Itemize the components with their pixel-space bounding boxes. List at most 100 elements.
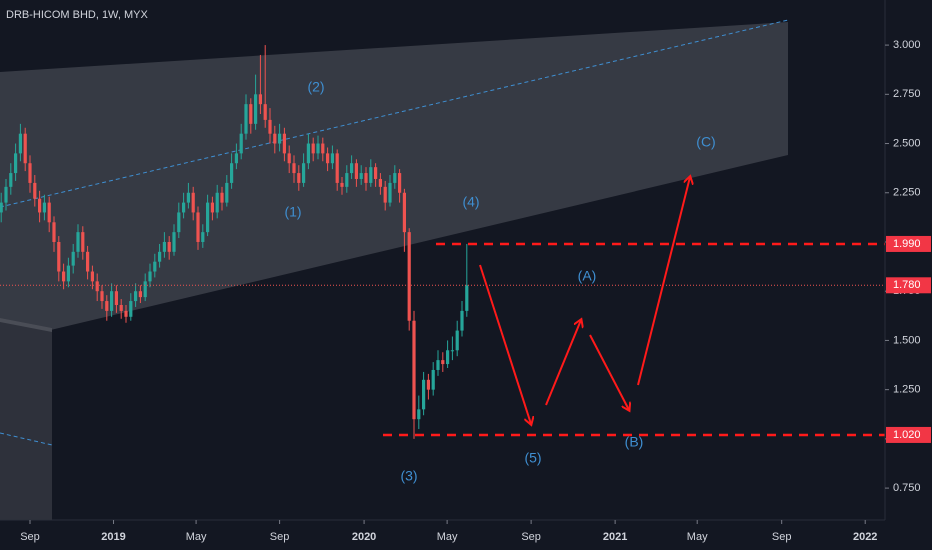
candle-body [354,163,358,179]
candle-body [105,301,109,311]
candle-body [28,163,32,183]
price-box-label: 1.780 [893,279,921,291]
x-tick-label: Sep [20,531,40,543]
candle-body [364,173,368,183]
candle-body [23,133,27,164]
wave-label: (A) [578,268,597,284]
x-tick-label: Sep [772,531,792,543]
candle-body [345,173,349,187]
channel-midline-lower [0,432,53,446]
candle-body [134,291,138,302]
candle-body [206,202,210,233]
arrow [479,264,531,424]
candle-body [412,320,416,420]
arrow [589,334,629,410]
y-tick-label: 2.500 [893,137,921,149]
x-tick-label: Sep [270,531,290,543]
candle-body [426,379,430,390]
candle-body [359,173,363,179]
candle-body [177,212,181,233]
candle-body [143,281,147,298]
price-box-label: 1.020 [893,429,921,441]
wave-label: (3) [400,468,417,484]
candle-body [436,360,440,370]
candle-body [258,94,262,105]
candle-body [129,301,133,317]
channel-midline [0,19,789,208]
candle-body [278,133,282,144]
axes: 0.7501.0001.2501.5001.7502.0002.2502.500… [20,39,931,543]
y-tick-label: 1.500 [893,334,921,346]
candle-body [268,119,272,134]
arrows [479,177,690,424]
channel-edge [0,318,52,332]
y-tick-label: 0.750 [893,482,921,494]
candle-body [369,167,373,183]
candle-body [230,163,234,183]
x-tick-label: May [687,531,708,543]
y-tick-label: 2.750 [893,88,921,100]
candle-body [95,281,99,292]
candle-body [239,133,243,154]
candle-body [249,104,253,124]
candle-body [148,271,152,282]
y-tick-label: 1.250 [893,384,921,396]
candle-body [455,330,459,351]
candle-body [215,192,219,213]
candle-body [441,360,445,365]
wave-label: (2) [307,79,324,95]
candle-body [210,202,214,213]
candle-body [158,251,162,262]
x-tick-label: 2019 [101,531,125,543]
candle-body [71,251,75,266]
candle-body [110,291,114,311]
x-tick-label: 2020 [352,531,376,543]
plot [0,45,885,439]
candle-body [90,271,94,282]
arrow [545,320,581,406]
candle-body [234,153,238,164]
wave-label: (C) [696,134,715,150]
candle-body [186,192,190,203]
candle-body [460,310,464,331]
x-tick-label: 2022 [853,531,877,543]
x-tick-label: May [186,531,207,543]
candle-body [431,369,435,390]
arrow [637,177,690,386]
candle-body [302,163,306,183]
candle-body [326,153,330,164]
candle-body [422,379,426,410]
wave-label: (4) [462,194,479,210]
x-tick-label: 2021 [603,531,627,543]
candle-body [18,133,22,154]
candle-body [340,182,344,187]
candle-body [33,182,37,199]
candle-body [14,153,18,174]
candle-body [4,186,8,203]
time-axis [0,520,885,550]
candle-body [0,202,3,213]
price-box [886,426,931,443]
candle-body [263,104,267,120]
price-box [886,235,931,252]
price-box-label: 1.990 [893,238,921,250]
wave-label: (5) [524,450,541,466]
candle-body [153,261,157,272]
chart-title: DRB-HICOM BHD, 1W, MYX [6,9,148,21]
wave-label: (B) [625,434,644,450]
candle-body [282,133,286,154]
candle-body [311,143,315,154]
candle-body [167,241,171,252]
wave-label: (1) [284,204,301,220]
candle-body [57,241,61,272]
candle-body [244,104,248,134]
candle-body [450,350,454,352]
candle-body [292,163,296,174]
candle-body [119,304,123,311]
candle-body [62,271,66,282]
candle-body [52,222,56,242]
candle-body [254,94,258,124]
candle-body [220,192,224,203]
candle-body [388,182,392,203]
candle-body [114,291,118,305]
